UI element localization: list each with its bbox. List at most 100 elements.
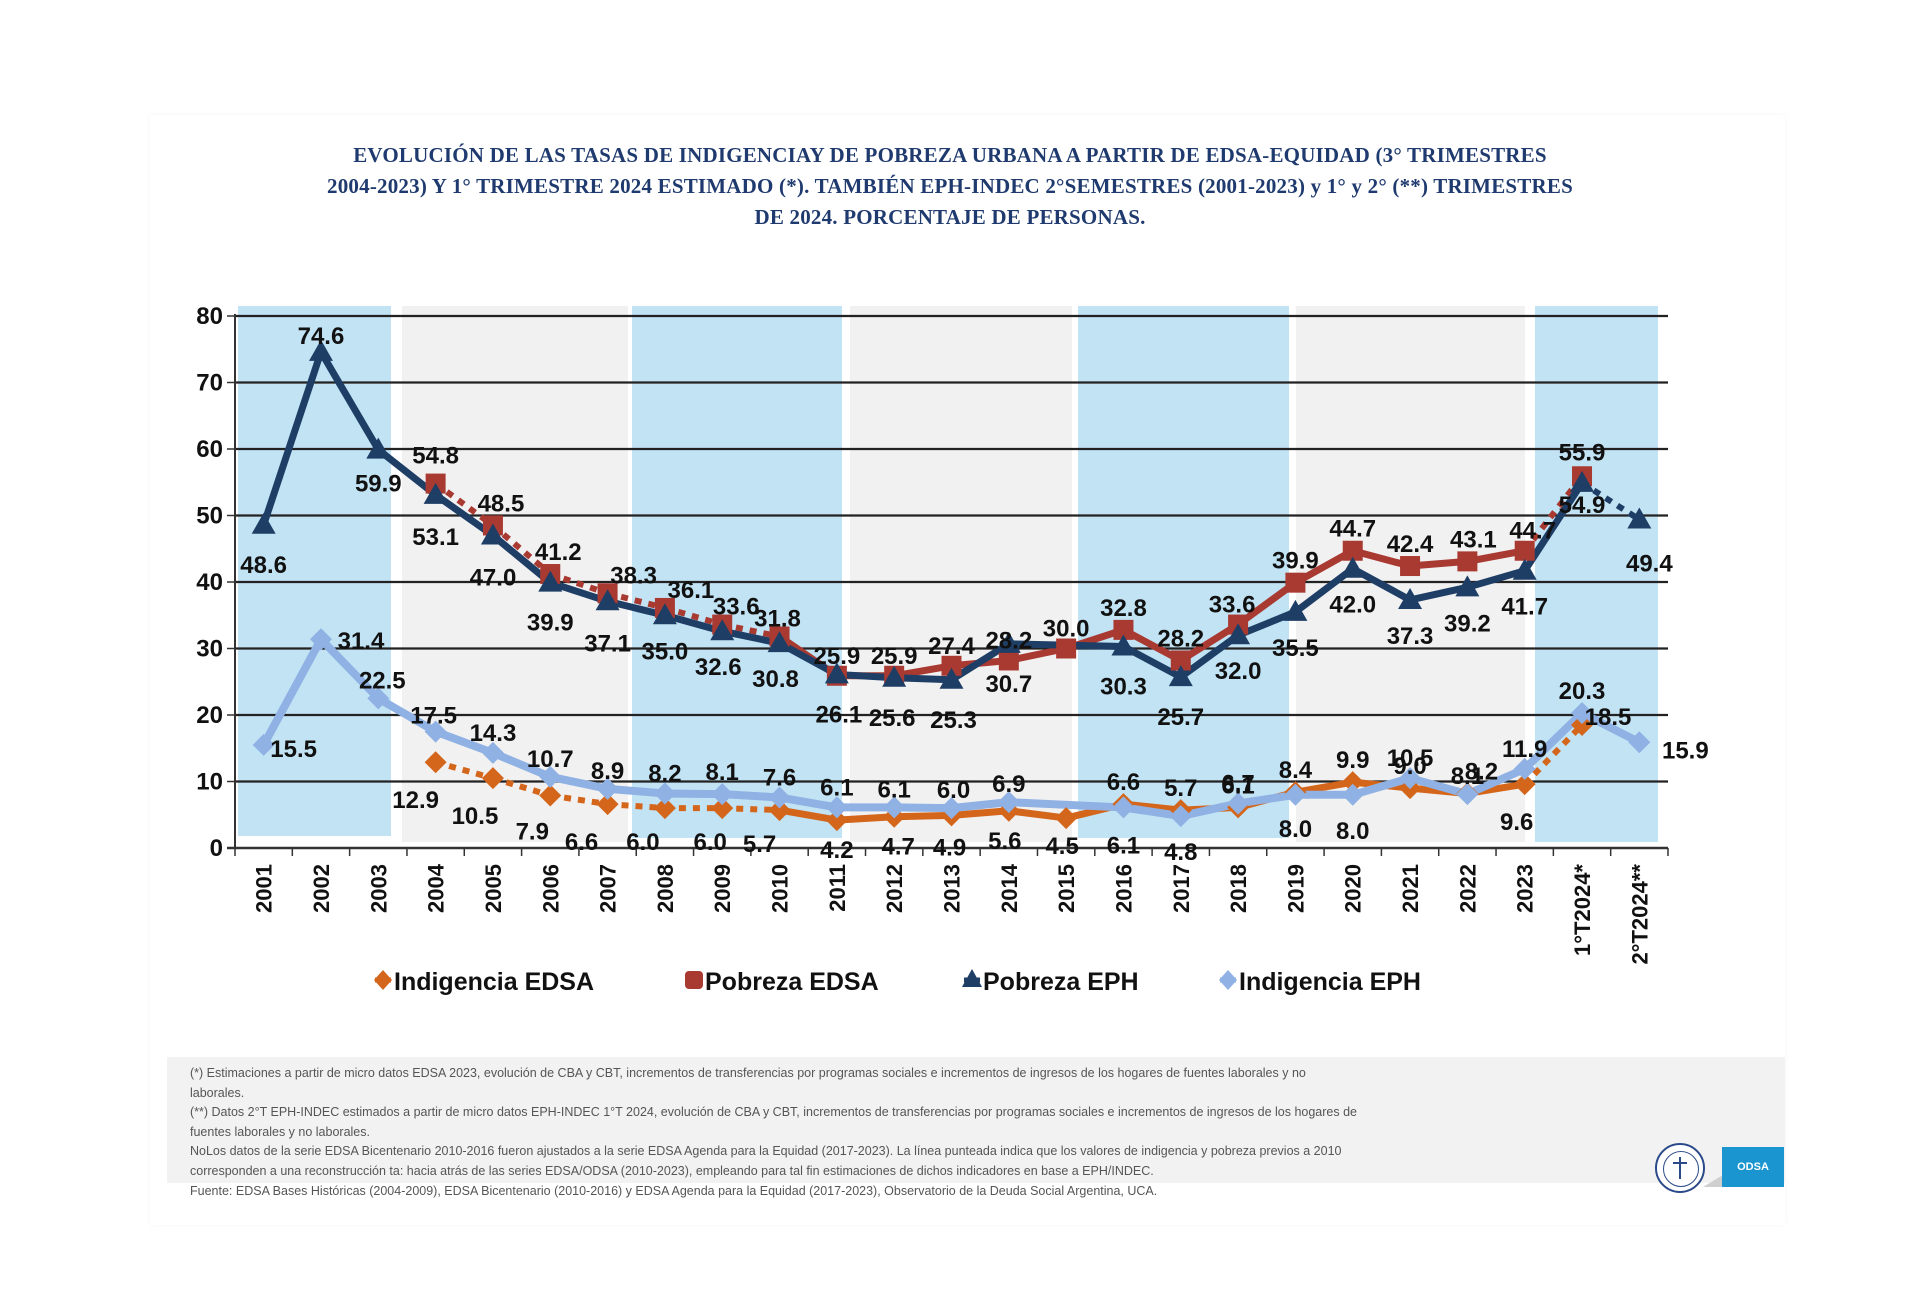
data-label: 44.7 <box>1329 516 1376 543</box>
x-tick-label: 2013 <box>940 864 965 913</box>
marker-pobreza-eph <box>1340 556 1365 578</box>
marker-pobreza-edsa <box>941 655 962 676</box>
y-tick-label: 60 <box>196 436 223 463</box>
data-labels: 12.9 10.5 7.9 6.6 6.0 6.0 5.7 4.2 4.7 4.9 5.6 4.5 6.… <box>240 323 1708 866</box>
background-bands <box>238 306 1658 842</box>
marker-indigencia-eph <box>711 783 734 806</box>
data-label: 6.6 <box>565 829 598 856</box>
marker-pobreza-eph <box>652 603 677 625</box>
data-label: 8.9 <box>591 758 624 785</box>
x-tick-label: 2017 <box>1169 864 1194 913</box>
data-label: 18.5 <box>1585 704 1632 731</box>
data-label: 10.7 <box>527 746 574 773</box>
marker-pobreza-eph <box>538 570 563 592</box>
data-label: 31.8 <box>754 606 801 633</box>
legend-marker-square-icon <box>685 971 703 989</box>
data-label: 48.5 <box>478 490 525 517</box>
legend-label: Pobreza EPH <box>983 968 1139 996</box>
marker-pobreza-eph <box>1455 575 1480 597</box>
data-label: 32.8 <box>1100 595 1147 622</box>
x-tick-label: 2002 <box>309 864 334 913</box>
marker-pobreza-eph <box>1226 623 1251 645</box>
marker-pobreza-eph <box>882 665 907 687</box>
data-label: 39.9 <box>1272 548 1319 575</box>
marker-indigencia-eph <box>1628 731 1651 754</box>
data-label: 14.3 <box>470 720 517 747</box>
data-label: 33.6 <box>1209 592 1256 619</box>
marker-indigencia-edsa <box>424 751 447 774</box>
data-label: 4.7 <box>881 834 914 861</box>
series-segment-indigencia-eph <box>374 694 440 736</box>
data-label: 9.6 <box>1500 809 1533 836</box>
line-chart: 0 10 20 30 40 50 60 70 80 12.9 10.5 7.9 6.6 6.0 6.0 5.… <box>196 303 1708 996</box>
series-segment-indigencia-eph <box>1348 774 1415 799</box>
marker-indigencia-edsa <box>653 797 676 820</box>
x-tick-label: 2009 <box>710 864 735 913</box>
marker-indigencia-eph <box>997 791 1020 814</box>
y-tick-label: 10 <box>196 769 223 796</box>
marker-indigencia-eph <box>1571 702 1594 725</box>
y-tick-label: 50 <box>196 503 223 530</box>
marker-pobreza-edsa <box>1113 619 1134 640</box>
footnotes: (*) Estimaciones a partir de micro datos… <box>190 1064 1640 1201</box>
data-label: 17.5 <box>410 703 457 730</box>
series-segment-indigencia-eph <box>316 635 383 703</box>
x-tick-label: 2018 <box>1226 864 1251 913</box>
uca-seal-inner-ring <box>1663 1151 1699 1187</box>
marker-indigencia-edsa <box>596 793 619 816</box>
data-label: 25.7 <box>1157 704 1204 731</box>
data-label: 5.7 <box>1164 775 1197 802</box>
series-segment-pobreza-eph <box>260 348 325 529</box>
chart-title: EVOLUCIÓN DE LAS TASAS DE INDIGENCIAY DE… <box>190 140 1710 233</box>
data-label: 6.6 <box>1107 769 1140 796</box>
data-label: 6.0 <box>937 777 970 804</box>
x-tick-label: 2010 <box>768 864 793 913</box>
marker-pobreza-eph <box>939 667 964 689</box>
data-label: 30.7 <box>985 671 1032 698</box>
marker-pobreza-eph <box>1627 507 1652 529</box>
x-tick-label: 2016 <box>1111 864 1136 913</box>
uca-seal-cross-icon <box>1679 1157 1681 1179</box>
data-label: 9.0 <box>1393 753 1426 780</box>
data-label: 7.9 <box>516 818 549 845</box>
marker-pobreza-eph <box>423 482 448 504</box>
data-label: 25.6 <box>869 705 916 732</box>
marker-indigencia-eph <box>825 796 848 819</box>
x-tick-labels: 2001 2002 2003 2004 2005 2006 2007 2008 2009 2010… <box>252 863 1653 964</box>
series-segment-pobreza-eph <box>1406 583 1471 604</box>
data-label: 41.7 <box>1501 594 1548 621</box>
marker-indigencia-eph <box>1169 805 1192 828</box>
x-tick-label: 2022 <box>1455 864 1480 913</box>
series-segment-pobreza-eph <box>1580 480 1641 523</box>
marker-pobreza-edsa <box>1285 572 1306 593</box>
data-label: 8.0 <box>1336 818 1369 845</box>
marker-indigencia-edsa <box>1341 771 1364 794</box>
data-label: 8.0 <box>1279 816 1312 843</box>
legend-item: Indigencia EPH <box>1219 968 1421 996</box>
y-tick-label: 0 <box>210 835 223 862</box>
marker-indigencia-eph <box>1341 783 1364 806</box>
marker-indigencia-edsa <box>825 809 848 832</box>
data-label: 53.1 <box>412 524 459 551</box>
marker-pobreza-eph <box>824 662 849 684</box>
data-label: 42.0 <box>1329 592 1376 619</box>
marker-indigencia-edsa <box>539 784 562 807</box>
marker-indigencia-eph <box>309 628 332 651</box>
marker-indigencia-eph <box>424 720 447 743</box>
legend-marker-triangle-icon <box>962 969 982 987</box>
background-band-gray <box>402 306 628 842</box>
background-band-blue <box>632 306 842 838</box>
marker-indigencia-eph <box>596 777 619 800</box>
data-label: 30.8 <box>752 666 799 693</box>
data-label: 6.1 <box>877 776 910 803</box>
marker-pobreza-eph <box>251 512 276 534</box>
data-label: 55.9 <box>1559 439 1606 466</box>
data-label: 54.9 <box>1559 492 1606 519</box>
marker-indigencia-eph <box>539 765 562 788</box>
data-label: 48.6 <box>240 552 287 579</box>
marker-pobreza-edsa <box>1170 650 1191 671</box>
data-label: 49.4 <box>1626 550 1673 577</box>
marker-indigencia-eph <box>1112 796 1135 819</box>
marker-pobreza-eph <box>767 631 792 653</box>
x-tick-label: 2006 <box>538 864 563 913</box>
